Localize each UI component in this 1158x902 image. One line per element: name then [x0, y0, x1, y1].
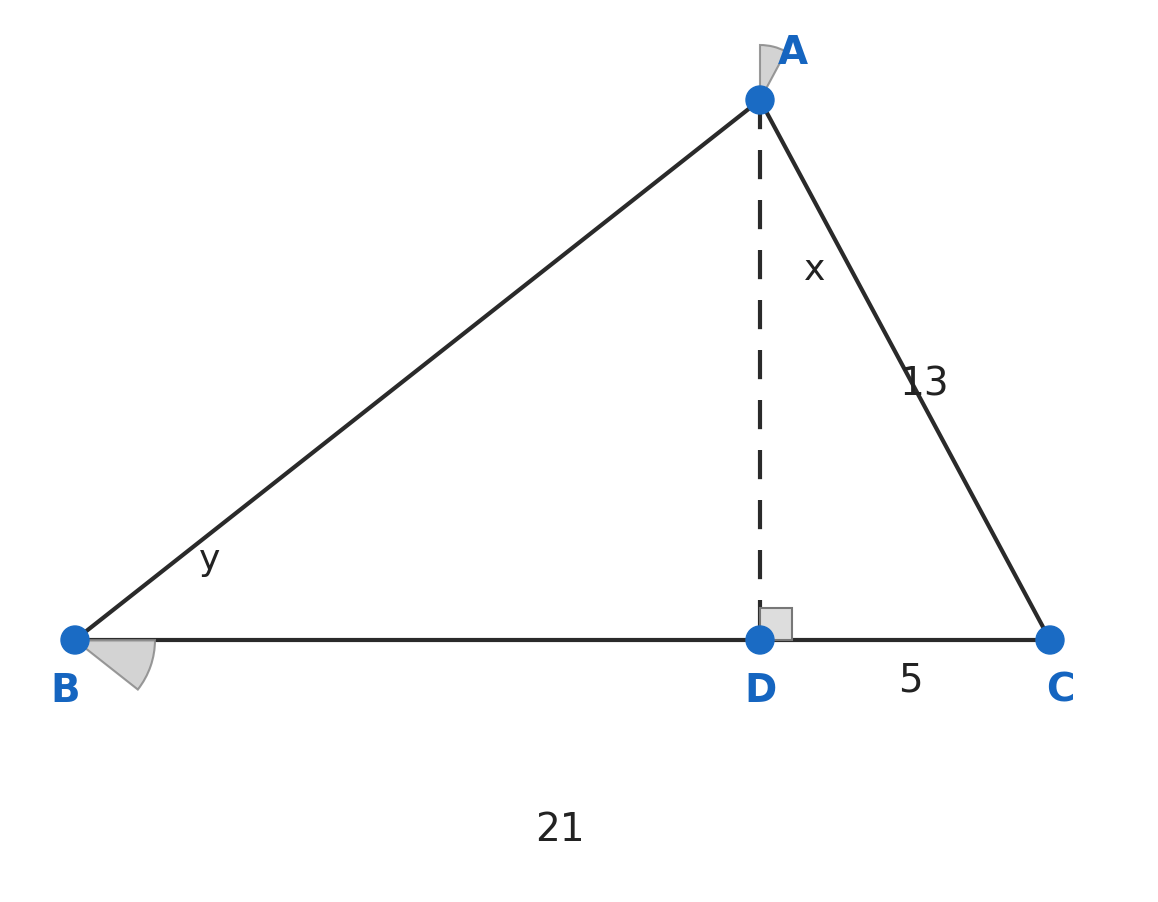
Circle shape [61, 626, 89, 654]
Text: C: C [1046, 672, 1075, 710]
Wedge shape [75, 640, 155, 689]
Text: D: D [743, 672, 776, 710]
Text: A: A [778, 34, 808, 72]
Text: 21: 21 [535, 811, 585, 849]
Text: 5: 5 [897, 661, 922, 699]
Wedge shape [760, 45, 786, 100]
Circle shape [1036, 626, 1064, 654]
Circle shape [746, 86, 774, 114]
Text: 13: 13 [900, 366, 950, 404]
Text: x: x [805, 253, 826, 287]
Bar [760, 608, 792, 640]
Text: y: y [199, 543, 221, 577]
Circle shape [746, 626, 774, 654]
Text: B: B [50, 672, 80, 710]
